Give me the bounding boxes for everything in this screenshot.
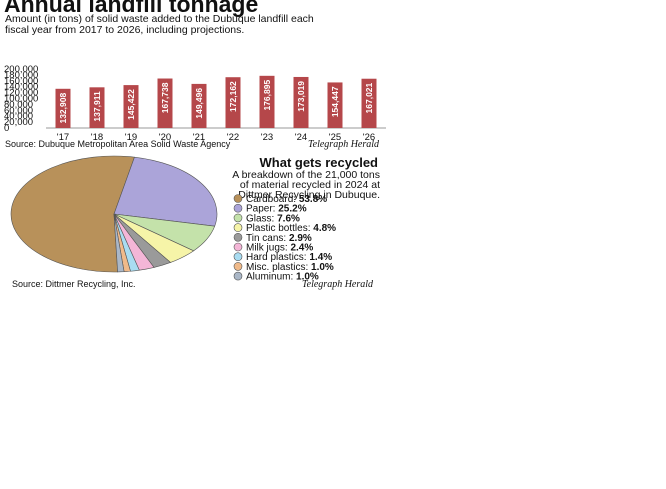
y-tick-label: 120,000 [4,88,38,99]
source: Source: Dittmer Recycling, Inc. [12,279,136,289]
credit: Telegraph Herald [308,139,380,150]
pie-slice [113,156,218,227]
legend-label: Misc. plastics: 1.0% [246,262,334,273]
y-tick-label: 180,000 [4,70,38,81]
pie-slice [113,213,125,273]
legend-name: Aluminum: [246,272,293,283]
x-tick-label: '26 [363,132,375,143]
legend-value: 1.0% [296,272,319,283]
legend-label: Plastic bottles: 4.8% [246,223,336,234]
legend-value: 53.8% [299,194,327,205]
legend-label: Tin cans: 2.9% [246,233,312,244]
bar [157,78,173,128]
legend-swatch [233,262,243,271]
value-label: 132,908 [58,93,68,124]
y-tick-label: 0 [4,123,9,134]
bar [191,83,207,128]
legend-name: Paper: [246,204,275,215]
y-tick-label: 200,000 [4,64,38,75]
y-tick-label: 60,000 [4,105,33,116]
y-tick-label: 20,000 [4,117,33,128]
pie-slice [10,155,135,273]
bar [89,87,105,128]
subtitle: Amount (in tons) of solid waste added to… [5,13,314,25]
value-label: 145,422 [126,89,136,120]
bar [225,77,241,128]
legend-swatch [233,242,243,252]
chart-title: Annual landfill tonnage [4,0,258,17]
x-tick-label: '17 [57,132,69,143]
value-label: 173,019 [296,81,306,112]
source: Source: Dubuque Metropolitan Area Solid … [5,139,231,149]
x-tick-label: '20 [159,132,171,143]
bar [55,88,71,128]
x-tick-label: '24 [295,132,307,143]
credit: Telegraph Herald [302,279,374,290]
legend-name: Hard plastics: [246,252,307,263]
legend-label: Paper: 25.2% [246,204,307,215]
legend-label: Cardboard: 53.8% [246,194,327,205]
legend-swatch [233,252,243,262]
legend-value: 1.4% [309,252,332,263]
legend-label: Glass: 7.6% [246,213,300,224]
y-tick-label: 160,000 [4,76,38,87]
x-tick-label: '22 [227,132,239,143]
y-tick-label: 100,000 [4,94,38,105]
pie-subtitle: of material recycled in 2024 at [240,179,380,191]
legend-name: Plastic bottles: [246,223,310,234]
value-label: 176,895 [262,80,272,111]
value-label: 154,447 [330,86,340,117]
subtitle: fiscal year from 2017 to 2026, including… [5,24,244,36]
legend-name: Milk jugs: [246,243,288,254]
legend-value: 25.2% [278,204,306,215]
value-label: 167,738 [160,82,170,113]
legend-swatch [233,223,243,232]
pie-subtitle: Dittmer Recycling in Dubuque. [238,189,380,201]
bar [123,85,139,128]
legend-swatch [233,203,243,213]
pie-subtitle: A breakdown of the 21,000 tons [232,169,380,181]
legend-value: 2.4% [290,243,313,254]
legend-value: 1.0% [311,262,334,273]
value-label: 172,162 [228,81,238,112]
y-tick-label: 80,000 [4,99,33,110]
legend-name: Cardboard: [246,194,296,205]
bar [327,82,343,128]
legend-value: 4.8% [313,223,336,234]
y-tick-label: 40,000 [4,111,33,122]
legend-name: Tin cans: [246,233,286,244]
legend-value: 7.6% [277,213,300,224]
legend-label: Hard plastics: 1.4% [246,252,332,263]
pie-title: What gets recycled [260,155,379,170]
value-label: 137,911 [92,91,102,122]
legend-swatch [233,271,243,281]
legend-label: Milk jugs: 2.4% [246,243,313,254]
value-label: 167,021 [364,82,374,113]
x-tick-label: '25 [329,132,341,143]
value-label: 149,496 [194,88,204,119]
bar [259,75,275,128]
legend-name: Misc. plastics: [246,262,308,273]
legend-swatch [233,213,243,223]
x-tick-label: '23 [261,132,273,143]
bar [293,76,309,128]
x-tick-label: '21 [193,132,205,143]
legend-value: 2.9% [289,233,312,244]
legend-name: Glass: [246,213,274,224]
x-tick-label: '18 [91,132,103,143]
x-tick-label: '19 [125,132,137,143]
legend-swatch [233,233,243,242]
bar [361,78,377,128]
y-tick-label: 140,000 [4,82,38,93]
legend-swatch [233,194,243,203]
legend-label: Aluminum: 1.0% [246,272,319,283]
